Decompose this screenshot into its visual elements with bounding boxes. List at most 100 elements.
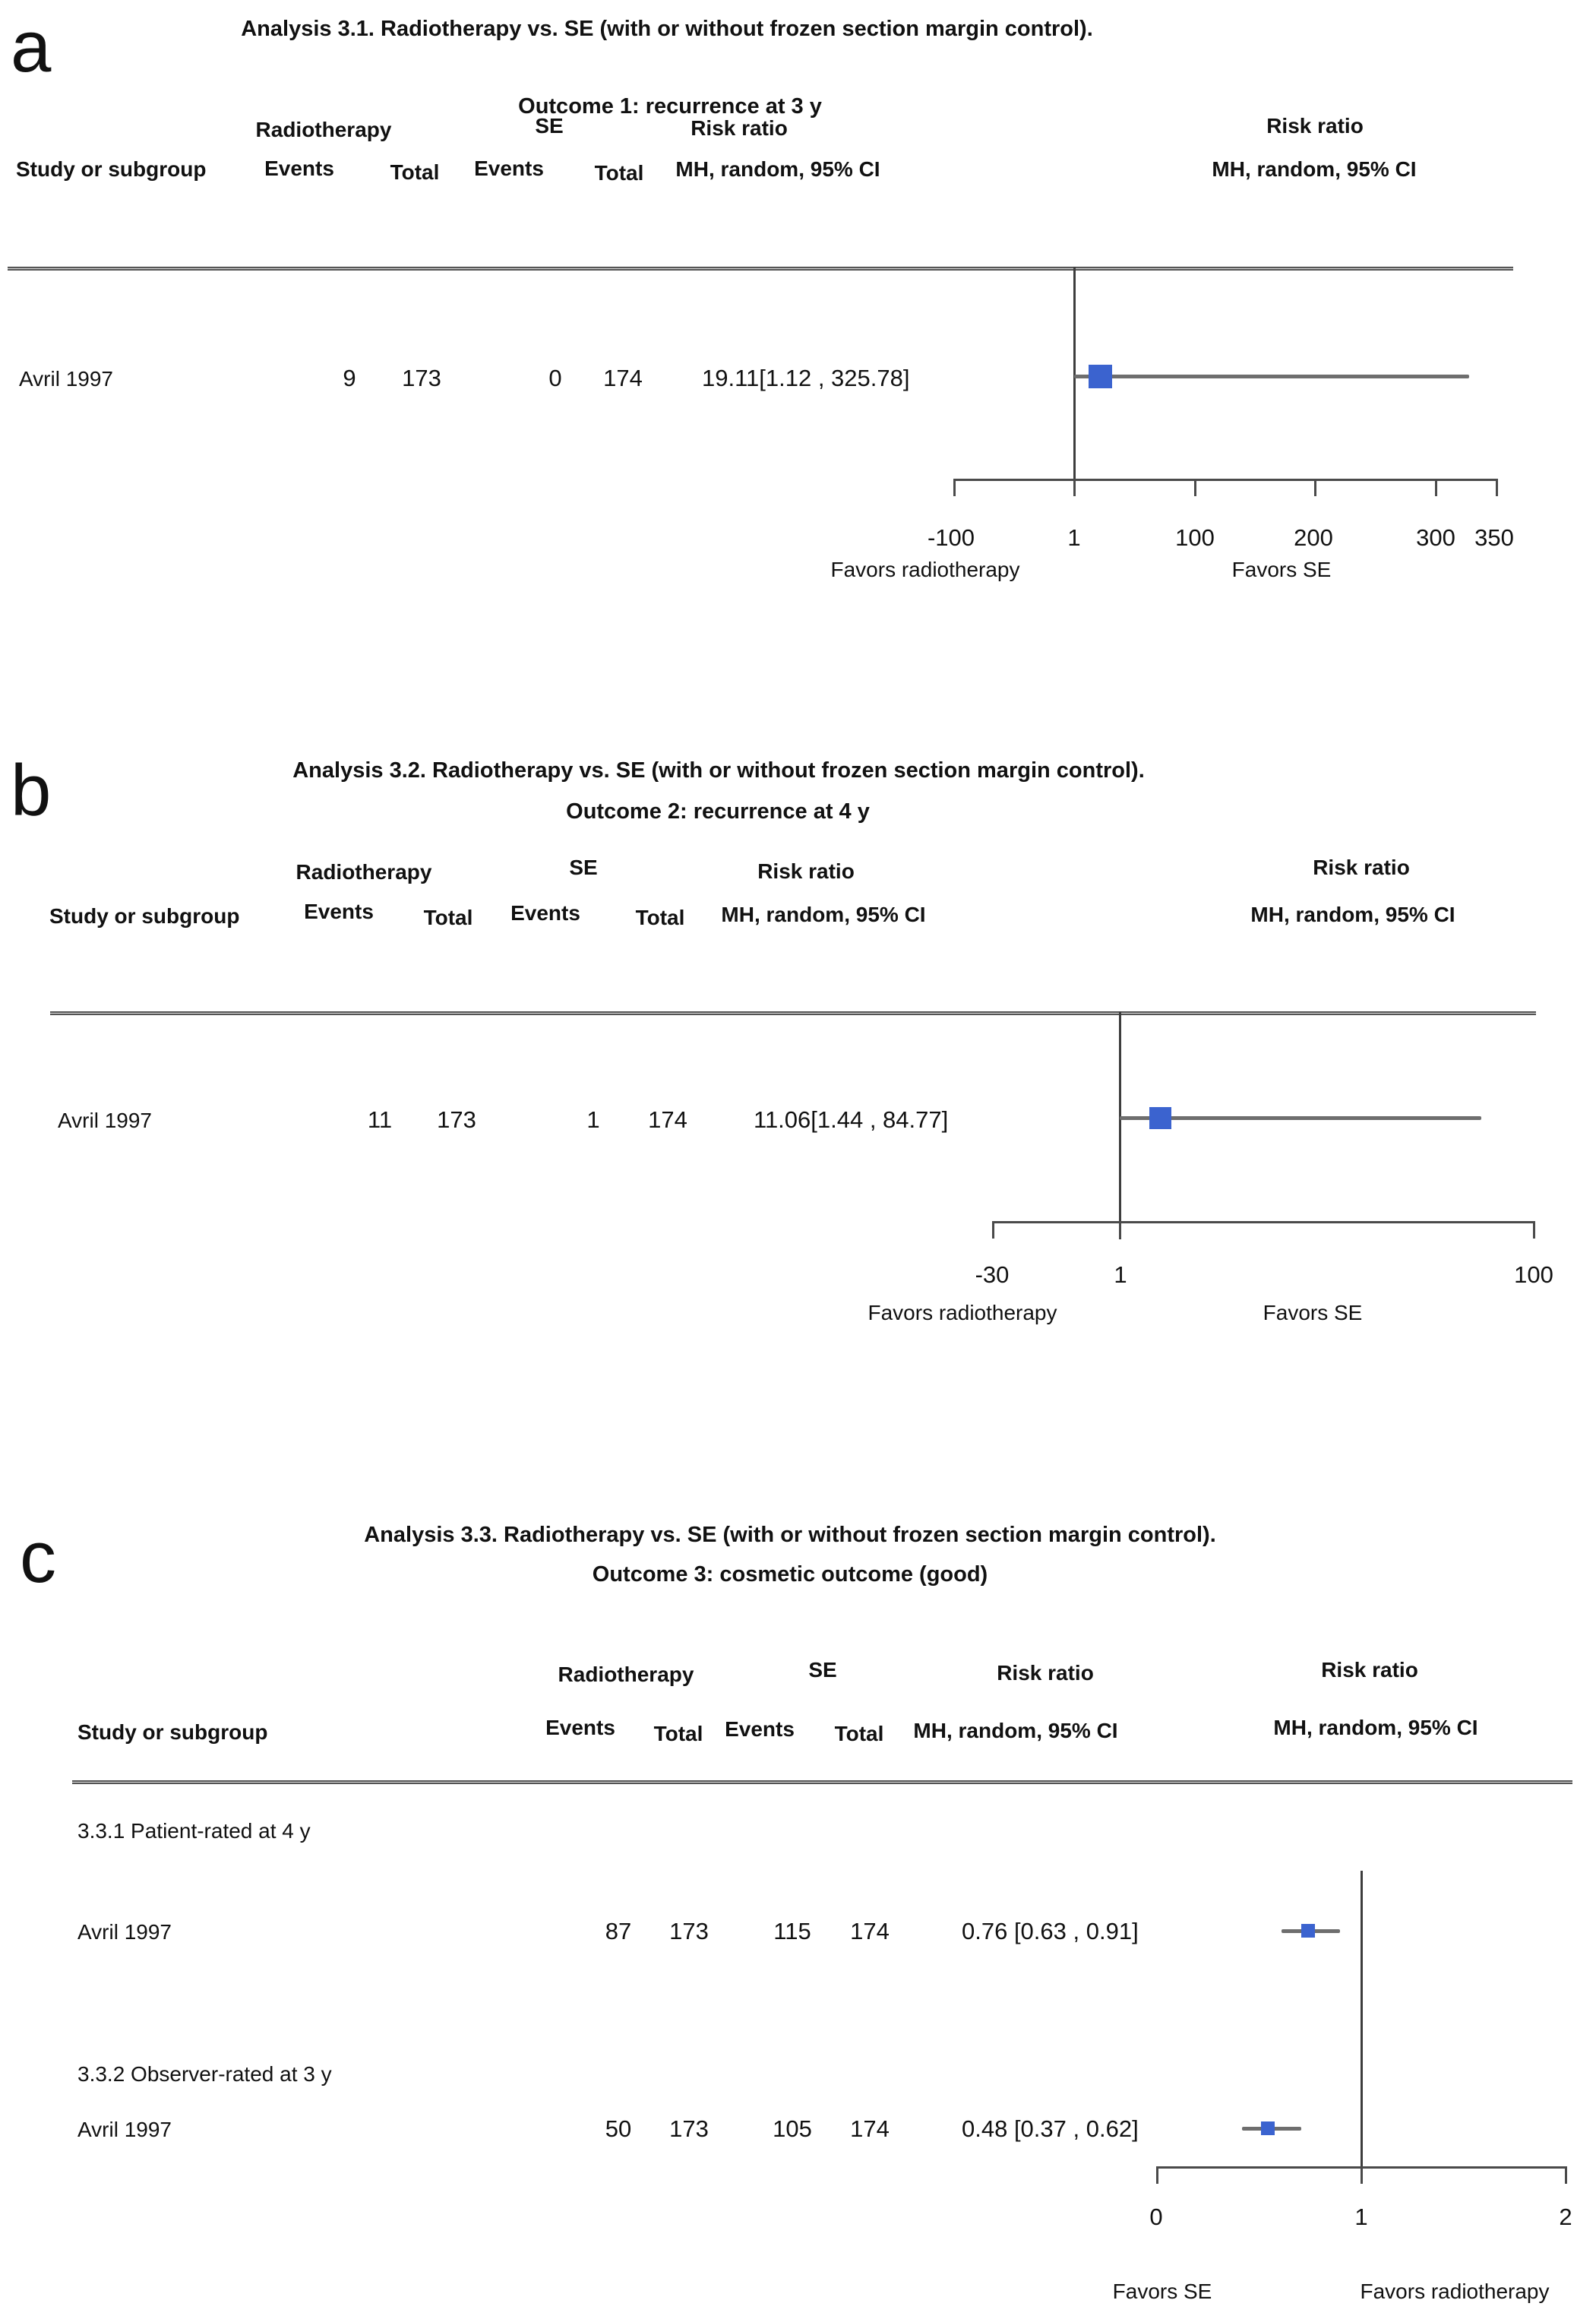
axis-tick-label: 300 (1416, 524, 1455, 551)
total2-value: 174 (850, 2115, 890, 2142)
col-se-label: SE (535, 114, 564, 138)
axis-tick (992, 1221, 994, 1239)
axis-tick-label: 350 (1474, 524, 1514, 551)
col-mh-left-label: MH, random, 95% CI (721, 903, 926, 926)
favors-right-label: Favors radiotherapy (1360, 2280, 1550, 2303)
panel-c-title: Analysis 3.3. Radiotherapy vs. SE (with … (364, 1523, 1216, 1547)
panel-b-subtitle: Outcome 2: recurrence at 4 y (566, 799, 870, 824)
col-events2-label: Events (510, 901, 580, 925)
total1-value: 173 (669, 1918, 709, 1944)
axis-tick (1073, 479, 1076, 496)
axis-tick-label: 0 (1149, 2204, 1163, 2230)
col-events1-label: Events (545, 1716, 615, 1739)
point-estimate-marker (1301, 1924, 1315, 1938)
panel-a-letter: a (11, 6, 52, 87)
axis-tick (1496, 479, 1498, 496)
axis-tick-label: -30 (975, 1261, 1010, 1288)
col-total1-label: Total (653, 1722, 703, 1745)
events2-value: 0 (548, 365, 562, 391)
col-total1-label: Total (390, 160, 440, 184)
subgroup-heading: 3.3.2 Observer-rated at 3 y (77, 2062, 332, 2086)
table-top-rule (50, 1011, 1536, 1015)
col-study-label: Study or subgroup (77, 1720, 268, 1744)
panel-a-subtitle: Outcome 1: recurrence at 3 y (518, 94, 822, 119)
axis-tick (1361, 2166, 1363, 2184)
panel-a-title: Analysis 3.1. Radiotherapy vs. SE (with … (241, 17, 1093, 41)
col-riskratio-right-label: Risk ratio (1321, 1658, 1418, 1682)
axis-tick-label: 1 (1114, 1261, 1127, 1288)
events1-value: 9 (343, 365, 356, 391)
events2-value: 1 (586, 1106, 600, 1133)
axis-line (953, 479, 1498, 481)
favors-right-label: Favors SE (1263, 1301, 1363, 1324)
table-top-rule (72, 1780, 1572, 1784)
total2-value: 174 (850, 1918, 890, 1944)
events2-value: 115 (773, 1918, 811, 1944)
col-radiotherapy-label: Radiotherapy (558, 1663, 694, 1686)
col-study-label: Study or subgroup (49, 904, 240, 928)
axis-tick (1435, 479, 1437, 496)
col-total2-label: Total (834, 1722, 884, 1745)
axis-tick (1194, 479, 1196, 496)
favors-left-label: Favors SE (1112, 2280, 1212, 2303)
events1-value: 50 (605, 2115, 632, 2142)
col-riskratio-left-label: Risk ratio (757, 859, 855, 883)
point-estimate-marker (1149, 1107, 1171, 1129)
col-mh-right-label: MH, random, 95% CI (1250, 903, 1455, 926)
panel-b-title: Analysis 3.2. Radiotherapy vs. SE (with … (292, 758, 1145, 783)
favors-left-label: Favors radiotherapy (868, 1301, 1057, 1324)
axis-tick (1119, 1221, 1121, 1239)
col-se-label: SE (808, 1658, 837, 1682)
total2-value: 174 (603, 365, 643, 391)
col-riskratio-left-label: Risk ratio (997, 1661, 1094, 1685)
col-study-label: Study or subgroup (16, 157, 207, 181)
table-top-rule (8, 267, 1513, 271)
axis-tick-label: 1 (1354, 2204, 1368, 2230)
axis-tick-label: 200 (1294, 524, 1333, 551)
favors-right-label: Favors SE (1231, 558, 1332, 581)
total2-value: 174 (648, 1106, 687, 1133)
axis-tick-label: 2 (1559, 2204, 1572, 2230)
col-riskratio-right-label: Risk ratio (1266, 114, 1364, 138)
axis-tick (1565, 2166, 1567, 2184)
null-effect-line (1119, 1011, 1121, 1239)
point-estimate-marker (1261, 2121, 1275, 2135)
col-mh-left-label: MH, random, 95% CI (913, 1719, 1118, 1742)
col-total2-label: Total (594, 161, 644, 185)
col-radiotherapy-label: Radiotherapy (295, 860, 432, 884)
study-name: Avril 1997 (77, 1920, 172, 1944)
axis-tick-label: 100 (1514, 1261, 1553, 1288)
ci-text: 11.06[1.44 , 84.77] (754, 1106, 949, 1133)
subgroup-heading: 3.3.1 Patient-rated at 4 y (77, 1819, 311, 1843)
ci-whisker (1074, 375, 1469, 378)
col-mh-right-label: MH, random, 95% CI (1212, 157, 1417, 181)
study-name: Avril 1997 (58, 1109, 153, 1132)
total1-value: 173 (402, 365, 441, 391)
panel-b-letter: b (11, 750, 52, 831)
col-riskratio-right-label: Risk ratio (1313, 856, 1410, 879)
axis-tick-label: 1 (1067, 524, 1081, 551)
total1-value: 173 (437, 1106, 476, 1133)
col-events1-label: Events (304, 900, 374, 923)
col-events2-label: Events (725, 1717, 795, 1741)
ci-text: 19.11[1.12 , 325.78] (702, 365, 910, 391)
total1-value: 173 (669, 2115, 709, 2142)
col-events1-label: Events (264, 157, 334, 180)
axis-tick (953, 479, 956, 496)
events2-value: 105 (773, 2115, 812, 2142)
study-name: Avril 1997 (77, 2118, 172, 2141)
panel-c-letter: c (20, 1517, 56, 1598)
null-effect-line (1361, 1871, 1363, 2184)
axis-tick-label: 100 (1175, 524, 1215, 551)
null-effect-line (1073, 267, 1076, 496)
ci-text: 0.76 [0.63 , 0.91] (962, 1918, 1139, 1944)
axis-tick (1533, 1221, 1535, 1239)
axis-line (992, 1221, 1535, 1223)
panel-c-subtitle: Outcome 3: cosmetic outcome (good) (592, 1562, 988, 1587)
study-name: Avril 1997 (19, 367, 114, 391)
ci-whisker (1120, 1116, 1481, 1120)
axis-tick (1314, 479, 1316, 496)
axis-tick (1156, 2166, 1158, 2184)
point-estimate-marker (1089, 365, 1112, 388)
